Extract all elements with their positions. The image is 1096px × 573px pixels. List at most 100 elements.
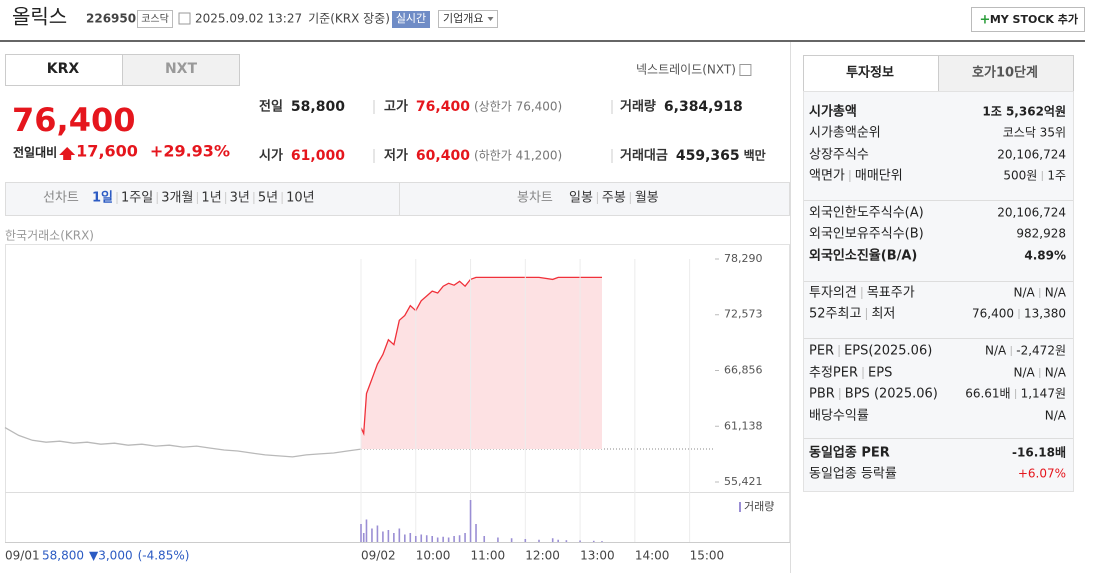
y-tick-label: 72,573 bbox=[724, 308, 763, 321]
info-value: N/A bbox=[1045, 286, 1067, 300]
market-badge bbox=[137, 10, 173, 28]
info-tab-inactive[interactable] bbox=[938, 55, 1074, 92]
info-value: 1조 5,362억원 bbox=[982, 105, 1066, 119]
info-label: 동일업종 PER bbox=[809, 446, 890, 461]
summary-note: (하한가 41,200) bbox=[474, 149, 562, 163]
volume-bar bbox=[371, 528, 373, 542]
legend-swatch bbox=[739, 502, 741, 512]
mystock-text[interactable]: MY STOCK 추가 bbox=[990, 12, 1078, 26]
x-tick-label: 15:00 bbox=[690, 549, 725, 563]
info-value: 20,106,724 bbox=[997, 148, 1066, 162]
info-label: 시가총액순위 bbox=[809, 126, 881, 141]
y-tick-label: 61,138 bbox=[724, 419, 763, 432]
x-tick-label: 09/02 bbox=[361, 549, 396, 563]
summary-label: 저가 bbox=[384, 149, 408, 164]
exchange-tab[interactable]: NXT bbox=[165, 61, 198, 77]
current-price: 76,400 bbox=[12, 101, 135, 139]
info-value: N/A bbox=[985, 344, 1007, 358]
info-tab[interactable]: 투자정보 bbox=[846, 65, 894, 81]
volume-bar bbox=[565, 540, 568, 542]
info-label: BPS (2025.06) bbox=[845, 387, 938, 402]
help-icon bbox=[739, 64, 752, 76]
info-value: N/A bbox=[1045, 366, 1067, 380]
x-tick-label: 12:00 bbox=[525, 549, 560, 563]
company-text[interactable]: 기업개요 bbox=[443, 12, 483, 25]
summary-note: (상한가 76,400) bbox=[474, 100, 562, 114]
period-tab[interactable]: 1년 bbox=[201, 191, 221, 206]
volume-bar bbox=[376, 525, 379, 542]
prev-day-close: 58,800 bbox=[42, 549, 84, 563]
period-tab[interactable]: 1주일 bbox=[121, 191, 153, 206]
info-value: N/A bbox=[1014, 286, 1036, 300]
info-value: -2,472원 bbox=[1016, 344, 1066, 358]
period-bar bbox=[5, 182, 790, 216]
volume-bar bbox=[387, 530, 390, 542]
volume-bar bbox=[404, 534, 406, 542]
y-tick-label: 78,290 bbox=[724, 252, 763, 265]
info-label: 추정PER bbox=[809, 366, 858, 381]
volume-bar bbox=[475, 524, 477, 542]
legend-label: 거래량 bbox=[744, 500, 774, 513]
info-panel bbox=[803, 91, 1074, 492]
x-tick-label: 09/01 bbox=[5, 549, 40, 563]
mystock-button[interactable] bbox=[971, 7, 1085, 32]
candle-label: 봉차트 bbox=[517, 191, 553, 206]
candle-tab[interactable]: 주봉 bbox=[602, 191, 626, 206]
info-label: 상장주식수 bbox=[809, 148, 869, 163]
volume-bar bbox=[538, 539, 540, 542]
price-area bbox=[361, 277, 602, 450]
info-value: 20,106,724 bbox=[997, 206, 1066, 220]
period-tab[interactable]: 10년 bbox=[286, 191, 315, 206]
exchange-tab[interactable]: KRX bbox=[47, 61, 80, 77]
info-tab-active[interactable] bbox=[803, 55, 939, 92]
company-button[interactable] bbox=[438, 10, 498, 28]
info-label: 투자의견 bbox=[809, 286, 857, 301]
change-rate: +29.93% bbox=[150, 142, 230, 161]
info-label: 외국인소진율(B/A) bbox=[809, 248, 917, 264]
info-label: 최저 bbox=[871, 307, 895, 322]
period-tab[interactable]: 5년 bbox=[258, 191, 278, 206]
price-line bbox=[360, 276, 602, 436]
up-icon bbox=[59, 147, 76, 160]
nxt-link[interactable]: 넥스트레이드(NXT) bbox=[636, 63, 736, 77]
change-label: 전일대비 bbox=[13, 145, 57, 160]
period-tab[interactable]: 1일 bbox=[92, 191, 113, 206]
info-value: N/A bbox=[1014, 366, 1036, 380]
tab-inactive[interactable] bbox=[122, 54, 240, 86]
plus-icon: + bbox=[980, 13, 991, 28]
info-value: 66.61배 bbox=[965, 387, 1010, 401]
info-tab[interactable]: 호가10단계 bbox=[972, 65, 1038, 81]
volume-bar bbox=[409, 533, 412, 542]
prev-day-rate: (-4.85%) bbox=[138, 549, 190, 563]
volume-bar bbox=[458, 535, 461, 542]
volume-bar bbox=[382, 531, 384, 542]
realtime-badge bbox=[392, 11, 430, 28]
summary-label: 거래대금 bbox=[620, 149, 668, 164]
candle-tab[interactable]: 일봉 bbox=[569, 191, 593, 206]
volume-bar bbox=[436, 537, 439, 542]
volume-bar bbox=[365, 519, 368, 542]
prev-day-change: ▼3,000 bbox=[89, 549, 133, 563]
volume-bar bbox=[360, 524, 362, 542]
info-label: 시가총액 bbox=[809, 104, 857, 120]
y-tick-label: 55,421 bbox=[724, 475, 763, 488]
volume-bar bbox=[431, 536, 433, 542]
volume-bar bbox=[592, 540, 595, 542]
period-tab[interactable]: 3개월 bbox=[161, 191, 193, 206]
price-line bbox=[4, 427, 362, 458]
info-value: 13,380 bbox=[1024, 307, 1066, 321]
period-tab[interactable]: 3년 bbox=[230, 191, 250, 206]
volume-bar bbox=[442, 536, 444, 542]
info-label: 매매단위 bbox=[855, 169, 903, 184]
volume-bar bbox=[414, 536, 417, 542]
info-label: 액면가 bbox=[809, 169, 845, 184]
candle-tab[interactable]: 월봉 bbox=[635, 191, 659, 206]
chart-source: 한국거래소(KRX) bbox=[5, 229, 94, 243]
volume-bar bbox=[362, 533, 365, 542]
x-tick-label: 11:00 bbox=[471, 549, 506, 563]
info-label: 52주최고 bbox=[809, 307, 861, 322]
y-tick-label: 66,856 bbox=[724, 363, 763, 376]
info-label: 동일업종 등락률 bbox=[809, 467, 897, 482]
summary-label: 고가 bbox=[384, 100, 408, 115]
